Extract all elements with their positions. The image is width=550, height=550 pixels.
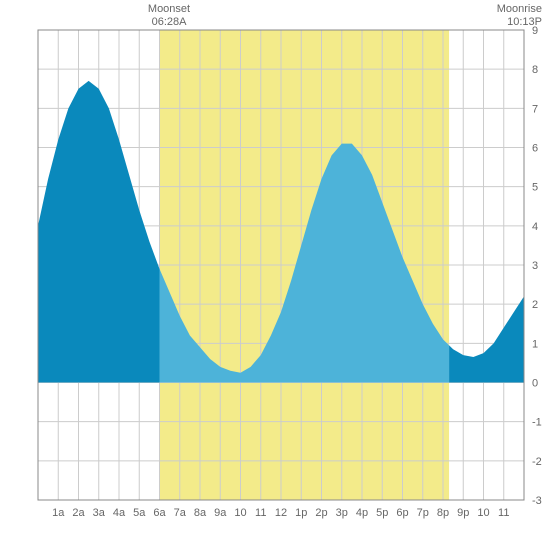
svg-text:4a: 4a xyxy=(113,507,126,519)
svg-text:-3: -3 xyxy=(532,495,542,507)
svg-text:8a: 8a xyxy=(194,507,207,519)
svg-text:4p: 4p xyxy=(356,507,368,519)
svg-text:10:13P: 10:13P xyxy=(507,16,542,28)
svg-text:Moonset: Moonset xyxy=(148,3,190,15)
svg-text:3: 3 xyxy=(532,260,538,272)
tide-chart: 1a2a3a4a5a6a7a8a9a1011121p2p3p4p5p6p7p8p… xyxy=(0,0,550,550)
svg-text:2: 2 xyxy=(532,299,538,311)
svg-text:Moonrise: Moonrise xyxy=(497,3,542,15)
svg-text:5p: 5p xyxy=(376,507,388,519)
svg-text:1a: 1a xyxy=(52,507,65,519)
svg-text:8: 8 xyxy=(532,64,538,76)
svg-text:6p: 6p xyxy=(396,507,408,519)
svg-text:10: 10 xyxy=(477,507,489,519)
svg-text:8p: 8p xyxy=(437,507,449,519)
svg-text:-2: -2 xyxy=(532,456,542,468)
svg-text:1: 1 xyxy=(532,338,538,350)
svg-text:06:28A: 06:28A xyxy=(152,16,188,28)
svg-text:11: 11 xyxy=(255,507,266,519)
svg-text:3a: 3a xyxy=(93,507,106,519)
svg-text:7a: 7a xyxy=(174,507,187,519)
svg-text:10: 10 xyxy=(234,507,246,519)
svg-text:5: 5 xyxy=(532,182,538,194)
svg-text:12: 12 xyxy=(275,507,287,519)
svg-text:7p: 7p xyxy=(417,507,429,519)
svg-text:4: 4 xyxy=(532,221,538,233)
svg-text:2p: 2p xyxy=(315,507,327,519)
svg-text:3p: 3p xyxy=(336,507,348,519)
svg-text:11: 11 xyxy=(498,507,509,519)
svg-text:6: 6 xyxy=(532,143,538,155)
tide-chart-svg: 1a2a3a4a5a6a7a8a9a1011121p2p3p4p5p6p7p8p… xyxy=(0,0,550,550)
svg-text:0: 0 xyxy=(532,378,538,390)
svg-text:6a: 6a xyxy=(153,507,166,519)
svg-text:7: 7 xyxy=(532,103,538,115)
svg-text:-1: -1 xyxy=(532,417,542,429)
svg-text:1p: 1p xyxy=(295,507,307,519)
svg-text:2a: 2a xyxy=(72,507,85,519)
svg-text:9a: 9a xyxy=(214,507,227,519)
svg-text:9p: 9p xyxy=(457,507,469,519)
svg-text:5a: 5a xyxy=(133,507,146,519)
